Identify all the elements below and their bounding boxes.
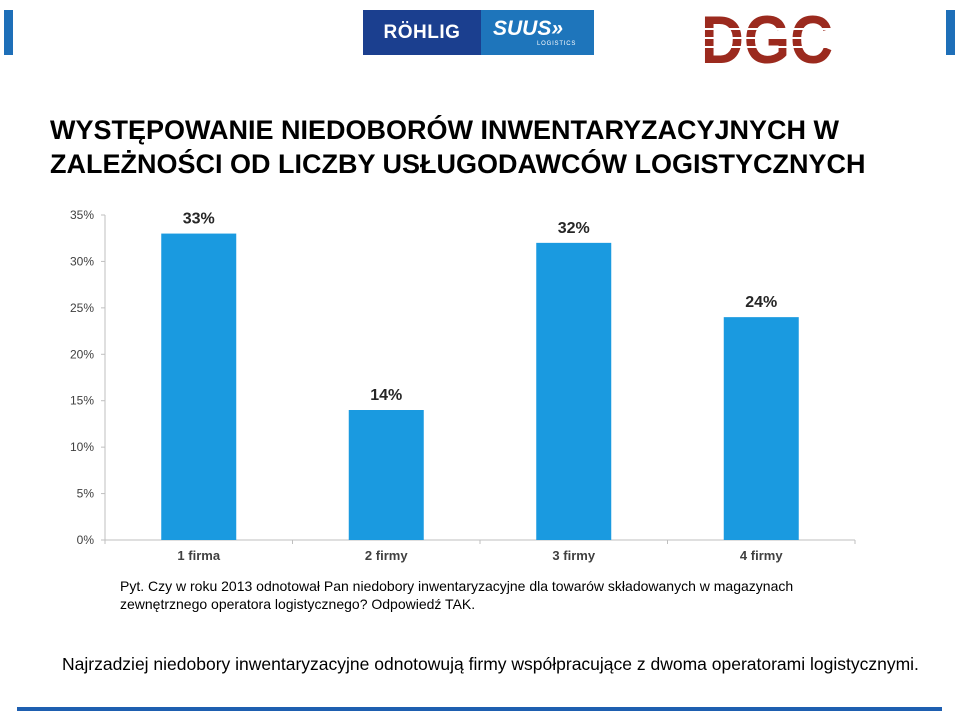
x-axis-category-label: 1 firma: [177, 548, 220, 563]
right-edge-accent-bar: [946, 10, 955, 55]
dgc-logo-letters: DGC: [703, 4, 833, 66]
suus-logo-subtext: LOGISTICS: [537, 41, 577, 47]
dgc-logo-stripes: [703, 28, 833, 48]
dgc-logo-stripe: [703, 37, 833, 39]
bar-data-label: 14%: [370, 387, 402, 404]
dgc-logo-stripe: [703, 46, 833, 48]
dgc-logo-text: DGC: [703, 4, 833, 66]
chart-data-labels: 33% 14% 32% 24%: [183, 211, 778, 404]
suus-logo-block: SUUS» LOGISTICS: [481, 10, 594, 55]
y-axis-tick-label: 15%: [70, 394, 94, 408]
chart-bar: [723, 317, 799, 540]
y-axis-tick-label: 20%: [70, 347, 94, 361]
chart-bar: [536, 242, 612, 540]
y-axis-tick-label: 10%: [70, 440, 94, 454]
chart-bars: [161, 233, 799, 541]
rohlig-suus-logo: RÖHLIG SUUS» LOGISTICS: [363, 10, 594, 55]
x-axis-category-label: 4 firmy: [740, 548, 783, 563]
bar-data-label: 33%: [183, 211, 215, 228]
dgc-logo: DGC: [703, 4, 833, 66]
chart-bar: [348, 410, 424, 540]
x-axis-category-label: 2 firmy: [365, 548, 408, 563]
y-axis-tick-labels: 0% 5% 10% 15% 20% 25% 30% 35%: [70, 208, 94, 547]
survey-question: Pyt. Czy w roku 2013 odnotował Pan niedo…: [120, 578, 794, 612]
y-axis-tick-label: 35%: [70, 208, 94, 222]
bar-data-label: 32%: [558, 220, 590, 237]
dgc-logo-stripe: [703, 28, 833, 30]
chart-bar: [161, 233, 237, 541]
x-axis-category-labels: 1 firma 2 firmy 3 firmy 4 firmy: [177, 548, 783, 563]
rohlig-logo-text: RÖHLIG: [363, 10, 481, 55]
page-title: WYSTĘPOWANIE NIEDOBORÓW INWENTARYZACYJNY…: [50, 115, 866, 179]
left-edge-accent-bar: [4, 10, 13, 55]
y-axis-tick-label: 5%: [77, 487, 95, 501]
y-axis-tick-label: 30%: [70, 254, 94, 268]
conclusion-text: Najrzadziej niedobory inwentaryzacyjne o…: [62, 654, 919, 674]
y-axis-tick-label: 0%: [77, 533, 95, 547]
suus-logo-text: SUUS»: [493, 17, 564, 40]
bar-data-label: 24%: [745, 294, 777, 311]
y-axis-tick-label: 25%: [70, 301, 94, 315]
footer-rule: [17, 707, 942, 711]
x-axis-category-label: 3 firmy: [552, 548, 595, 563]
